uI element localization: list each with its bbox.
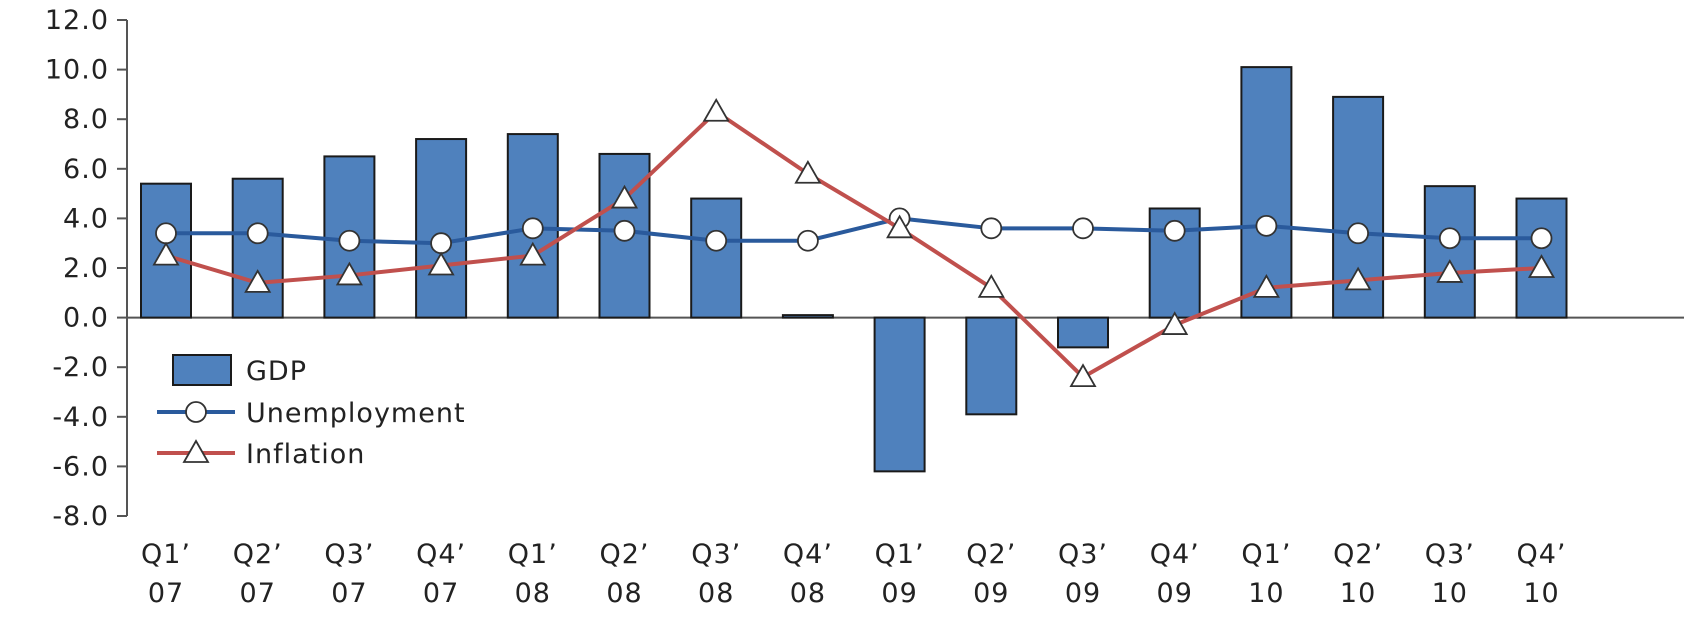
x-tick-label-year: 10	[1432, 578, 1468, 609]
inflation-point	[244, 269, 272, 293]
inflation-point	[335, 261, 363, 286]
x-tick-label-quarter: Q3’	[691, 539, 741, 570]
inflation-point	[1527, 254, 1556, 278]
x-tick-label-year: 10	[1248, 578, 1284, 609]
inflation-point	[427, 251, 455, 276]
unemployment-point	[1163, 219, 1186, 242]
x-tick-label-year: 09	[1065, 578, 1101, 609]
unemployment-point	[1255, 214, 1278, 237]
legend-inflation-marker	[182, 439, 210, 463]
gdp-bar	[690, 197, 743, 319]
x-tick-labels: Q1’ 07 Q2’ 07 Q3’ 07 Q4’ 07 Q1’ 08 Q2’ 08 Q3’ 08 Q4’ 08…	[141, 539, 1566, 609]
gdp-bar	[231, 177, 284, 319]
inflation-point	[152, 241, 180, 266]
unemployment-point	[1072, 217, 1094, 240]
gdp-bar	[965, 316, 1018, 416]
x-tick-label-quarter: Q2’	[966, 539, 1016, 570]
x-tick-label-year: 07	[148, 578, 184, 609]
x-tick-label-quarter: Q3’	[324, 539, 374, 570]
unemployment-point	[155, 222, 177, 245]
gdp-bar	[415, 138, 468, 319]
legend-inflation-label: Inflation	[246, 439, 365, 470]
unemployment-point	[613, 219, 636, 242]
inflation-point	[794, 159, 822, 184]
x-tick-label-year: 08	[698, 578, 734, 609]
gdp-bars	[140, 66, 1568, 473]
unemployment-point	[797, 229, 819, 252]
x-tick-label-quarter: Q4’	[1150, 539, 1200, 570]
unemployment-point	[246, 222, 269, 245]
x-tick-label-year: 10	[1340, 578, 1376, 609]
x-tick-label-quarter: Q2’	[1333, 539, 1383, 570]
x-tick-label-quarter: Q4’	[783, 539, 833, 570]
unemployment-point	[1530, 227, 1553, 250]
inflation-point	[610, 184, 639, 209]
y-tick-label: 8.0	[63, 104, 109, 135]
inflation-point	[1252, 274, 1280, 298]
gdp-bar	[1057, 316, 1109, 349]
gdp-bar	[506, 133, 559, 319]
y-tick-label: -4.0	[52, 402, 109, 433]
x-tick-label-quarter: Q1’	[1241, 539, 1291, 570]
y-tick-label: -6.0	[52, 451, 109, 482]
unemployment-point	[338, 229, 361, 252]
inflation-point	[1069, 363, 1097, 388]
y-tick-label: 10.0	[45, 55, 109, 86]
gdp-bar	[1423, 185, 1476, 319]
legend-unemployment-label: Unemployment	[246, 398, 466, 429]
x-tick-label-year: 08	[515, 578, 551, 609]
y-tick-label: 12.0	[45, 5, 109, 36]
y-tick-label: 2.0	[63, 253, 109, 284]
legend-gdp-swatch	[172, 354, 232, 386]
y-tick-labels: 12.0 10.0 8.0 6.0 4.0 2.0 0.0 -2.0 -4.0 -6.0 -8.0	[45, 5, 109, 532]
x-tick-label-quarter: Q3’	[1425, 539, 1475, 570]
x-tick-label-quarter: Q4’	[1516, 539, 1566, 570]
unemployment-line	[166, 216, 1542, 246]
x-tick-label-year: 09	[1157, 578, 1193, 609]
inflation-point	[1436, 259, 1464, 283]
inflation-point	[1344, 266, 1372, 291]
inflation-point	[977, 274, 1005, 298]
x-tick-label-year: 08	[790, 578, 826, 609]
x-tick-label-quarter: Q2’	[599, 539, 649, 570]
legend: GDP Unemployment Inflation	[157, 354, 466, 470]
legend-gdp-label: GDP	[246, 356, 307, 387]
x-tick-label-year: 09	[973, 578, 1009, 609]
inflation-point	[519, 241, 547, 266]
legend-unemployment-marker	[185, 401, 207, 423]
y-tick-label: 4.0	[63, 203, 109, 234]
x-tick-label-year: 10	[1523, 578, 1559, 609]
y-tick-label: -2.0	[52, 352, 109, 383]
x-tick-label-year: 08	[606, 578, 642, 609]
unemployment-point	[1347, 222, 1369, 245]
gdp-bar	[873, 316, 926, 473]
y-tick-label: 6.0	[63, 154, 109, 185]
inflation-point	[1161, 311, 1189, 335]
x-tick-label-year: 07	[331, 578, 367, 609]
unemployment-point	[430, 232, 453, 255]
x-tick-label-quarter: Q3’	[1058, 539, 1108, 570]
inflation-line	[165, 109, 1542, 380]
x-tick-label-quarter: Q1’	[508, 539, 558, 570]
x-tick-label-year: 07	[240, 578, 276, 609]
x-tick-label-year: 09	[881, 578, 917, 609]
unemployment-point	[521, 217, 544, 240]
x-tick-label-year: 07	[423, 578, 459, 609]
x-tick-label-quarter: Q2’	[233, 539, 283, 570]
unemployment-point	[1438, 227, 1461, 250]
y-tick-label: 0.0	[63, 303, 109, 334]
line-series	[152, 97, 1556, 388]
x-tick-label-quarter: Q1’	[875, 539, 925, 570]
inflation-point	[702, 97, 730, 122]
x-tick-label-quarter: Q4’	[416, 539, 466, 570]
unemployment-point	[705, 229, 728, 252]
y-tick-label: -8.0	[52, 501, 109, 532]
inflation-point	[886, 214, 914, 239]
unemployment-point	[980, 217, 1003, 240]
x-tick-label-quarter: Q1’	[141, 539, 191, 570]
gdp-bar	[781, 314, 834, 319]
